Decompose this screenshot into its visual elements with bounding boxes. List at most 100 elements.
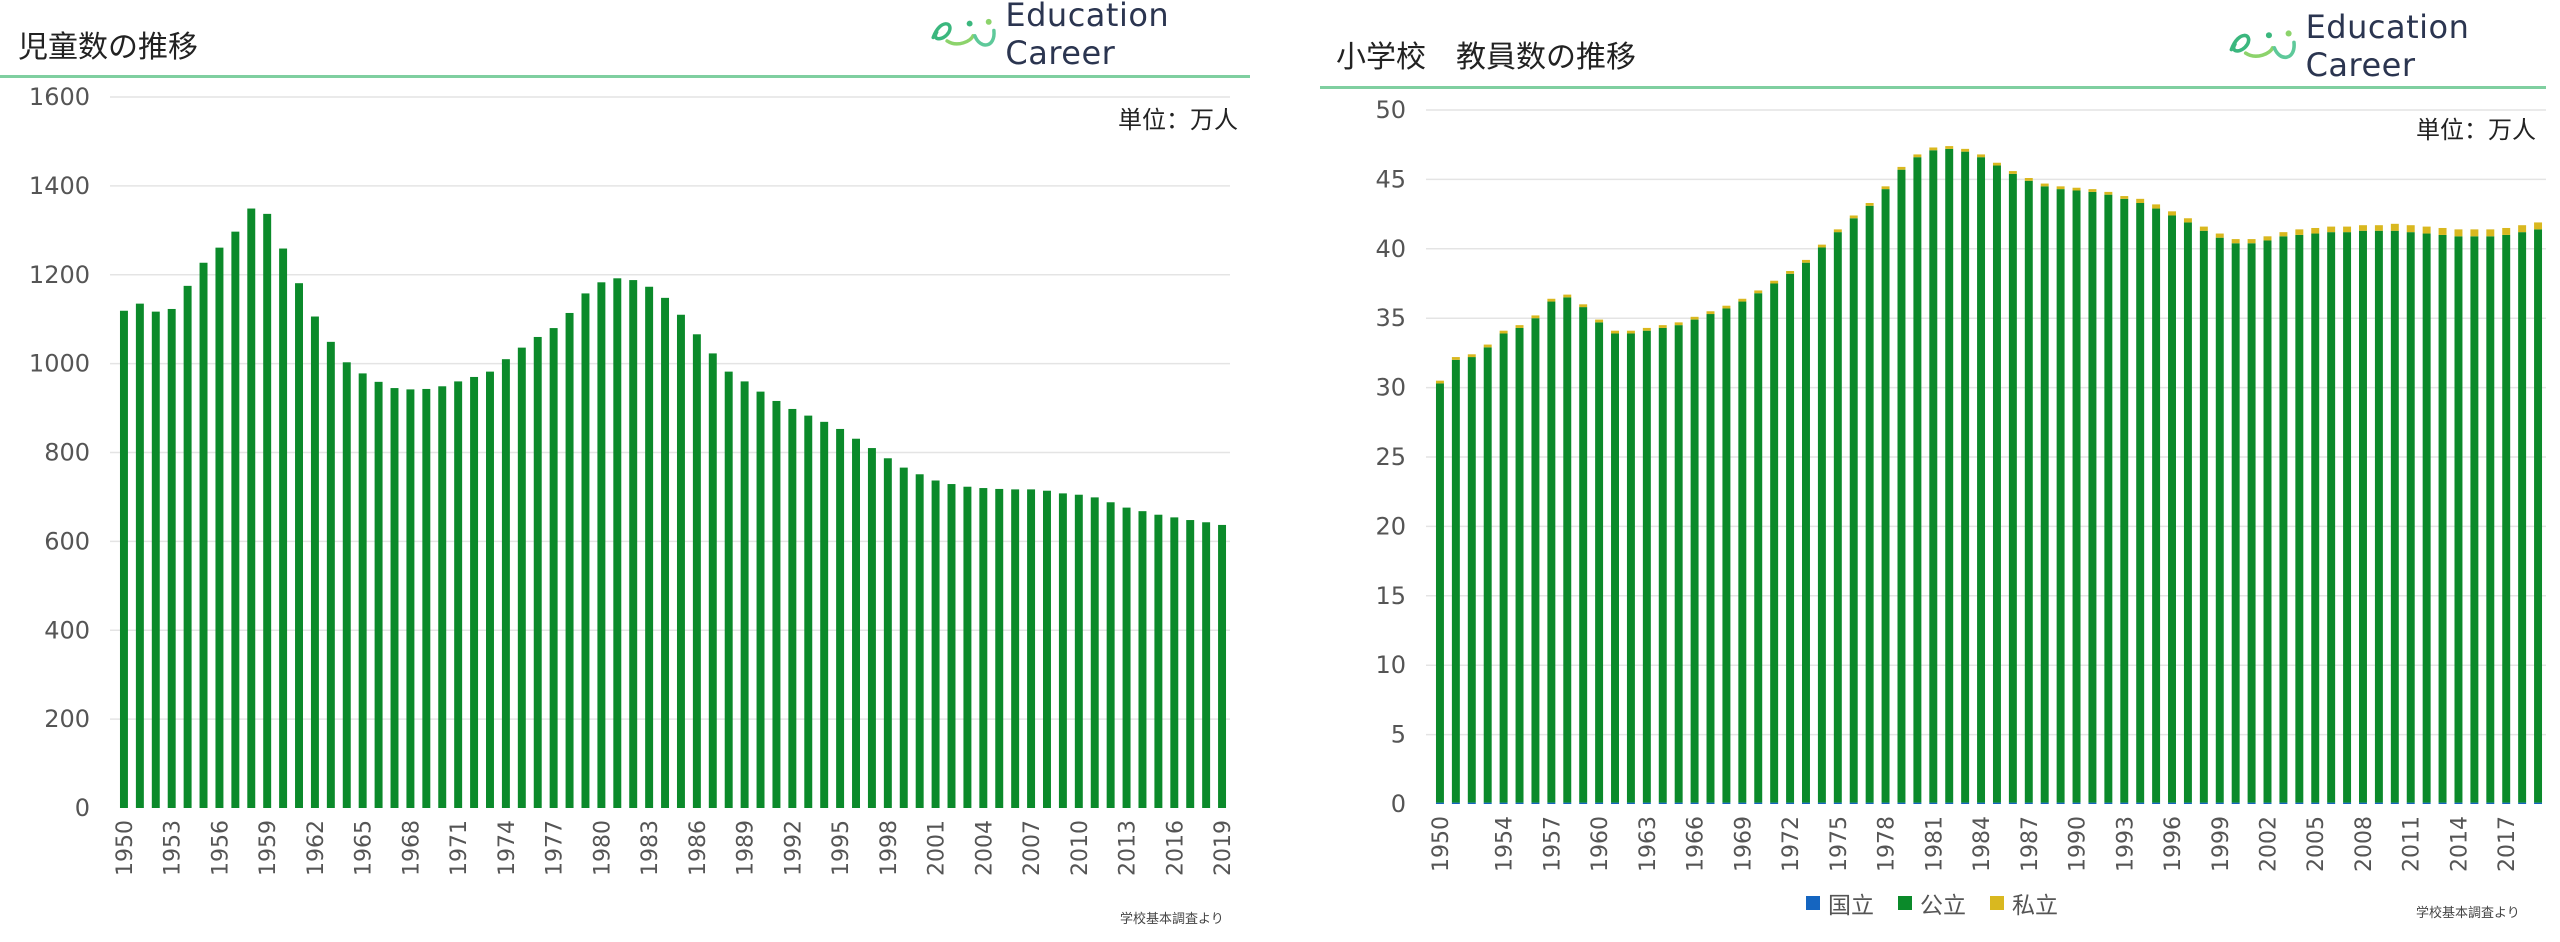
- bar-1985-private: [1992, 162, 2001, 166]
- bar-1997-public: [2183, 222, 2192, 803]
- bar-1999-private: [2215, 233, 2224, 238]
- bar-1992-private: [2104, 191, 2113, 195]
- bar-2013-public: [1122, 507, 1131, 808]
- title-divider: [0, 75, 1250, 78]
- bar-2015-national: [2470, 802, 2479, 804]
- bar-2000-private: [2231, 239, 2240, 244]
- bar-2007-national: [2343, 802, 2352, 804]
- bar-1969-public: [422, 388, 431, 808]
- legend-item-private: 私立: [1990, 886, 2058, 920]
- bar-2002-public: [947, 484, 956, 808]
- bar-2013-private: [2438, 227, 2447, 235]
- bar-2001-public: [2247, 243, 2256, 803]
- bar-1997-private: [2183, 218, 2192, 223]
- x-tick-label: 1999: [2209, 816, 2234, 872]
- bar-1971-national: [1770, 802, 1779, 804]
- bar-1995-public: [836, 428, 845, 808]
- x-tick-label: 1984: [1970, 816, 1995, 872]
- bar-1992-public: [2104, 194, 2113, 803]
- bar-1970-private: [1754, 290, 1763, 294]
- bar-2005-public: [2311, 233, 2320, 803]
- bar-2018-public: [1202, 522, 1211, 808]
- bar-1987-public: [708, 353, 717, 808]
- bar-1974-private: [1817, 244, 1826, 248]
- bar-1958-private: [1563, 294, 1572, 298]
- bar-2019-private: [2534, 222, 2543, 230]
- bar-1984-public: [1977, 157, 1986, 803]
- bar-1959-public: [263, 213, 272, 809]
- bar-1963-national: [1642, 802, 1651, 804]
- y-tick-label: 20: [1375, 512, 1406, 540]
- bar-2009-public: [1058, 493, 1067, 808]
- bar-2018-public: [2518, 232, 2527, 803]
- bar-1973-private: [1802, 259, 1810, 263]
- bar-2008-public: [1043, 490, 1051, 808]
- bar-1956-national: [1531, 802, 1540, 804]
- y-tick-label: 1400: [29, 172, 90, 200]
- bar-1965-national: [1674, 802, 1683, 804]
- ec-smile-logo-icon: [2229, 30, 2296, 59]
- bar-1963-public: [326, 341, 335, 808]
- bar-1994-public: [820, 421, 829, 808]
- children-chart-panel: 児童数の推移 Education Career 単位：万人 0 200 400 600…: [0, 0, 1252, 942]
- bar-1969-private: [1738, 298, 1747, 302]
- bar-1951-national: [1451, 802, 1460, 804]
- bar-1951-private: [1451, 357, 1460, 360]
- bar-2004-public: [2295, 234, 2304, 803]
- bar-2011-private: [2406, 225, 2415, 233]
- children-bar-chart: 0 200 400 600 800 1000 1200 1400 1600 1950 1953 195…: [29, 83, 1236, 876]
- bar-1952-private: [1467, 354, 1476, 358]
- bar-2006-private: [2327, 226, 2336, 233]
- bar-2006-public: [1011, 489, 1020, 808]
- bar-1970-national: [1754, 802, 1763, 804]
- bar-1972-private: [1786, 271, 1795, 274]
- bar-1981-public: [613, 278, 622, 808]
- bar-2008-national: [2359, 802, 2367, 804]
- bar-2006-national: [2327, 802, 2336, 804]
- bar-1965-public: [358, 373, 367, 808]
- bar-1962-public: [1626, 333, 1635, 803]
- x-tick-label: 1990: [2066, 816, 2091, 872]
- x-tick-label: 1962: [304, 820, 329, 876]
- x-tick-label: 1965: [352, 820, 377, 876]
- bar-1961-public: [295, 283, 303, 808]
- bar-1962-national: [1626, 802, 1635, 804]
- bar-1983-private: [1961, 148, 1970, 152]
- bar-1966-public: [1690, 319, 1699, 803]
- bar-1979-national: [1897, 802, 1906, 804]
- bar-1957-national: [1547, 802, 1556, 804]
- bar-1972-public: [1786, 273, 1795, 803]
- bar-1956-public: [215, 247, 224, 808]
- ec-smile-logo-icon: [931, 18, 996, 47]
- bar-1989-public: [2056, 189, 2065, 803]
- bar-1995-national: [2152, 802, 2161, 804]
- legend-swatch: [1990, 896, 2004, 910]
- bar-2005-national: [2311, 802, 2320, 804]
- bar-1973-public: [486, 371, 494, 808]
- bar-2018-private: [2518, 225, 2527, 233]
- x-tick-label: 2017: [2495, 816, 2520, 872]
- bar-1974-public: [1817, 247, 1826, 803]
- bar-2003-public: [2279, 236, 2288, 803]
- x-tick-label: 1987: [2018, 816, 2043, 872]
- bar-1951-public: [1451, 359, 1460, 803]
- bar-2010-public: [2390, 230, 2399, 803]
- brand-logo: Education Career: [2226, 8, 2560, 84]
- bar-2004-national: [2295, 802, 2304, 804]
- x-tick-label: 1959: [256, 820, 281, 876]
- bar-1984-private: [1977, 154, 1986, 158]
- bar-1974-national: [1817, 802, 1826, 804]
- bar-1975-national: [1833, 802, 1842, 804]
- bar-1989-national: [2056, 802, 2065, 804]
- bar-1994-private: [2136, 198, 2145, 203]
- bar-2008-public: [2359, 230, 2367, 803]
- bar-1964-public: [342, 362, 351, 808]
- bar-1979-public: [1897, 169, 1906, 803]
- bar-2003-private: [2279, 232, 2288, 237]
- bar-1964-public: [1658, 327, 1667, 803]
- x-tick-label: 2011: [2400, 816, 2425, 872]
- bar-2016-national: [2486, 802, 2495, 804]
- bar-1953-private: [1483, 344, 1492, 348]
- y-tick-label: 400: [44, 616, 90, 644]
- bar-1967-public: [1706, 314, 1715, 803]
